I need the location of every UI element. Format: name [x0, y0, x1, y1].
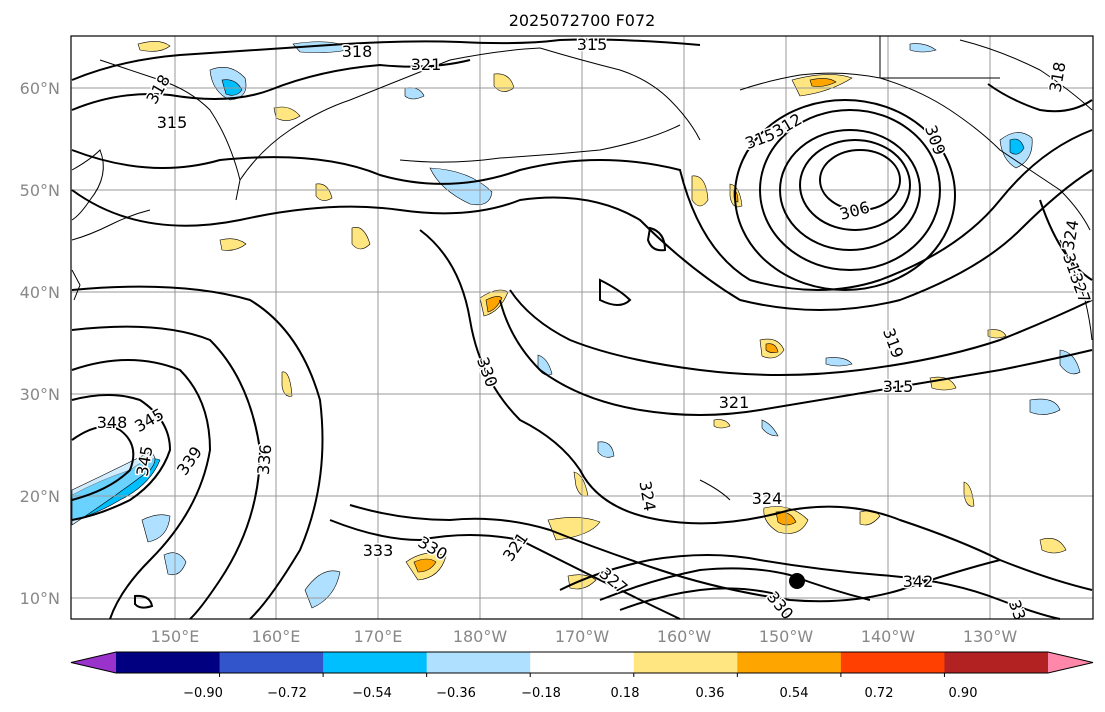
neg-shade [304, 570, 341, 609]
pos-shade [273, 106, 301, 121]
lat-label: 40°N [20, 283, 60, 302]
contour-label: 321 [411, 55, 442, 74]
colorbar-segment [116, 652, 221, 673]
colorbar-segment [426, 652, 531, 673]
contour-label: 315 [883, 377, 914, 396]
pos-shade [713, 419, 731, 429]
pos-shade [485, 296, 503, 313]
neg-shade [1029, 398, 1061, 415]
map-frame [70, 35, 1094, 620]
colorbar-tick-label: −0.90 [183, 686, 223, 701]
colorbar-segment [840, 652, 945, 673]
lon-label: 130°W [963, 627, 1018, 646]
pos-shade [351, 227, 371, 250]
pos-shade [219, 238, 247, 251]
colorbar-tick-label: 0.72 [865, 686, 894, 701]
colorbar-segment [219, 652, 324, 673]
pos-shade [137, 41, 171, 52]
lon-label: 160°W [657, 627, 712, 646]
lon-label: 140°W [861, 627, 916, 646]
colorbar-ticks: −0.90 −0.72 −0.54 −0.36 −0.18 0.18 0.36 … [183, 686, 977, 701]
neg-shade [597, 441, 615, 458]
colorbar-extend-min [71, 652, 116, 673]
lat-label: 60°N [20, 79, 60, 98]
pos-shade [315, 183, 333, 201]
colorbar-segment [530, 652, 635, 673]
neg-shade [761, 419, 779, 437]
colorbar-tick-label: 0.54 [780, 686, 809, 701]
contour-label: 318 [342, 42, 373, 61]
pos-shade [765, 343, 779, 353]
colorbar-tick-label: −0.36 [436, 686, 476, 701]
storm-marker [789, 573, 805, 589]
colorbar-segment [633, 652, 738, 673]
neg-shade [1009, 138, 1025, 155]
lon-label: 150°W [759, 627, 814, 646]
graticule [71, 36, 1093, 619]
neg-shade [141, 514, 171, 543]
neg-shade [825, 357, 853, 367]
contour-label: 324 [752, 489, 783, 508]
lon-label: 170°E [354, 627, 403, 646]
lat-label: 50°N [20, 181, 60, 200]
contour-label: 342 [903, 572, 934, 591]
lat-label: 30°N [20, 385, 60, 404]
contour-lines [71, 38, 1093, 620]
colorbar-segment [323, 652, 428, 673]
contour-label: 315 [157, 113, 188, 132]
contour-label: 315 [577, 35, 608, 54]
lat-label: 10°N [20, 589, 60, 608]
pos-shade [987, 329, 1007, 339]
colorbar-outline [70, 651, 1094, 674]
neg-shade [429, 167, 493, 206]
pos-shade [413, 558, 437, 573]
colorbar-tick-label: −0.72 [267, 686, 307, 701]
colorbar-segment [737, 652, 842, 673]
map-panel: 318 315 321 318 315 318 315 312 309 306 … [70, 34, 1096, 625]
shaded-field [71, 41, 1081, 609]
lon-label: 150°E [151, 627, 200, 646]
colorbar-tick-label: −0.18 [521, 686, 561, 701]
pos-shade [809, 78, 837, 87]
lat-label: 20°N [20, 487, 60, 506]
lat-labels: 60°N 50°N 40°N 30°N 20°N 10°N [20, 79, 60, 608]
lon-label: 180°W [453, 627, 508, 646]
lon-label: 170°W [555, 627, 610, 646]
colorbar [70, 651, 1094, 677]
colorbar-extend-max [1048, 652, 1093, 673]
lon-label: 160°E [252, 627, 301, 646]
colorbar-segment [944, 652, 1049, 673]
colorbar-tick-label: 0.90 [949, 686, 978, 701]
neg-shade [71, 451, 156, 526]
colorbar-tick-label: 0.18 [611, 686, 640, 701]
neg-shade [909, 43, 937, 53]
contour-label: 333 [363, 541, 394, 560]
contour-label: 336 [254, 443, 276, 475]
contour-label: 321 [719, 393, 750, 412]
contour-label: 324 [1059, 218, 1083, 251]
pos-shade [281, 371, 293, 397]
pos-shade [963, 481, 975, 507]
map-title: 2025072700 F072 [509, 11, 656, 30]
pos-shade [691, 175, 709, 207]
pos-shade [1039, 538, 1067, 554]
colorbar-tick-label: 0.36 [696, 686, 725, 701]
lon-labels: 150°E 160°E 170°E 180°W 170°W 160°W 150°… [151, 627, 1018, 646]
colorbar-tick-label: −0.54 [352, 686, 392, 701]
contour-label: 348 [97, 413, 128, 432]
